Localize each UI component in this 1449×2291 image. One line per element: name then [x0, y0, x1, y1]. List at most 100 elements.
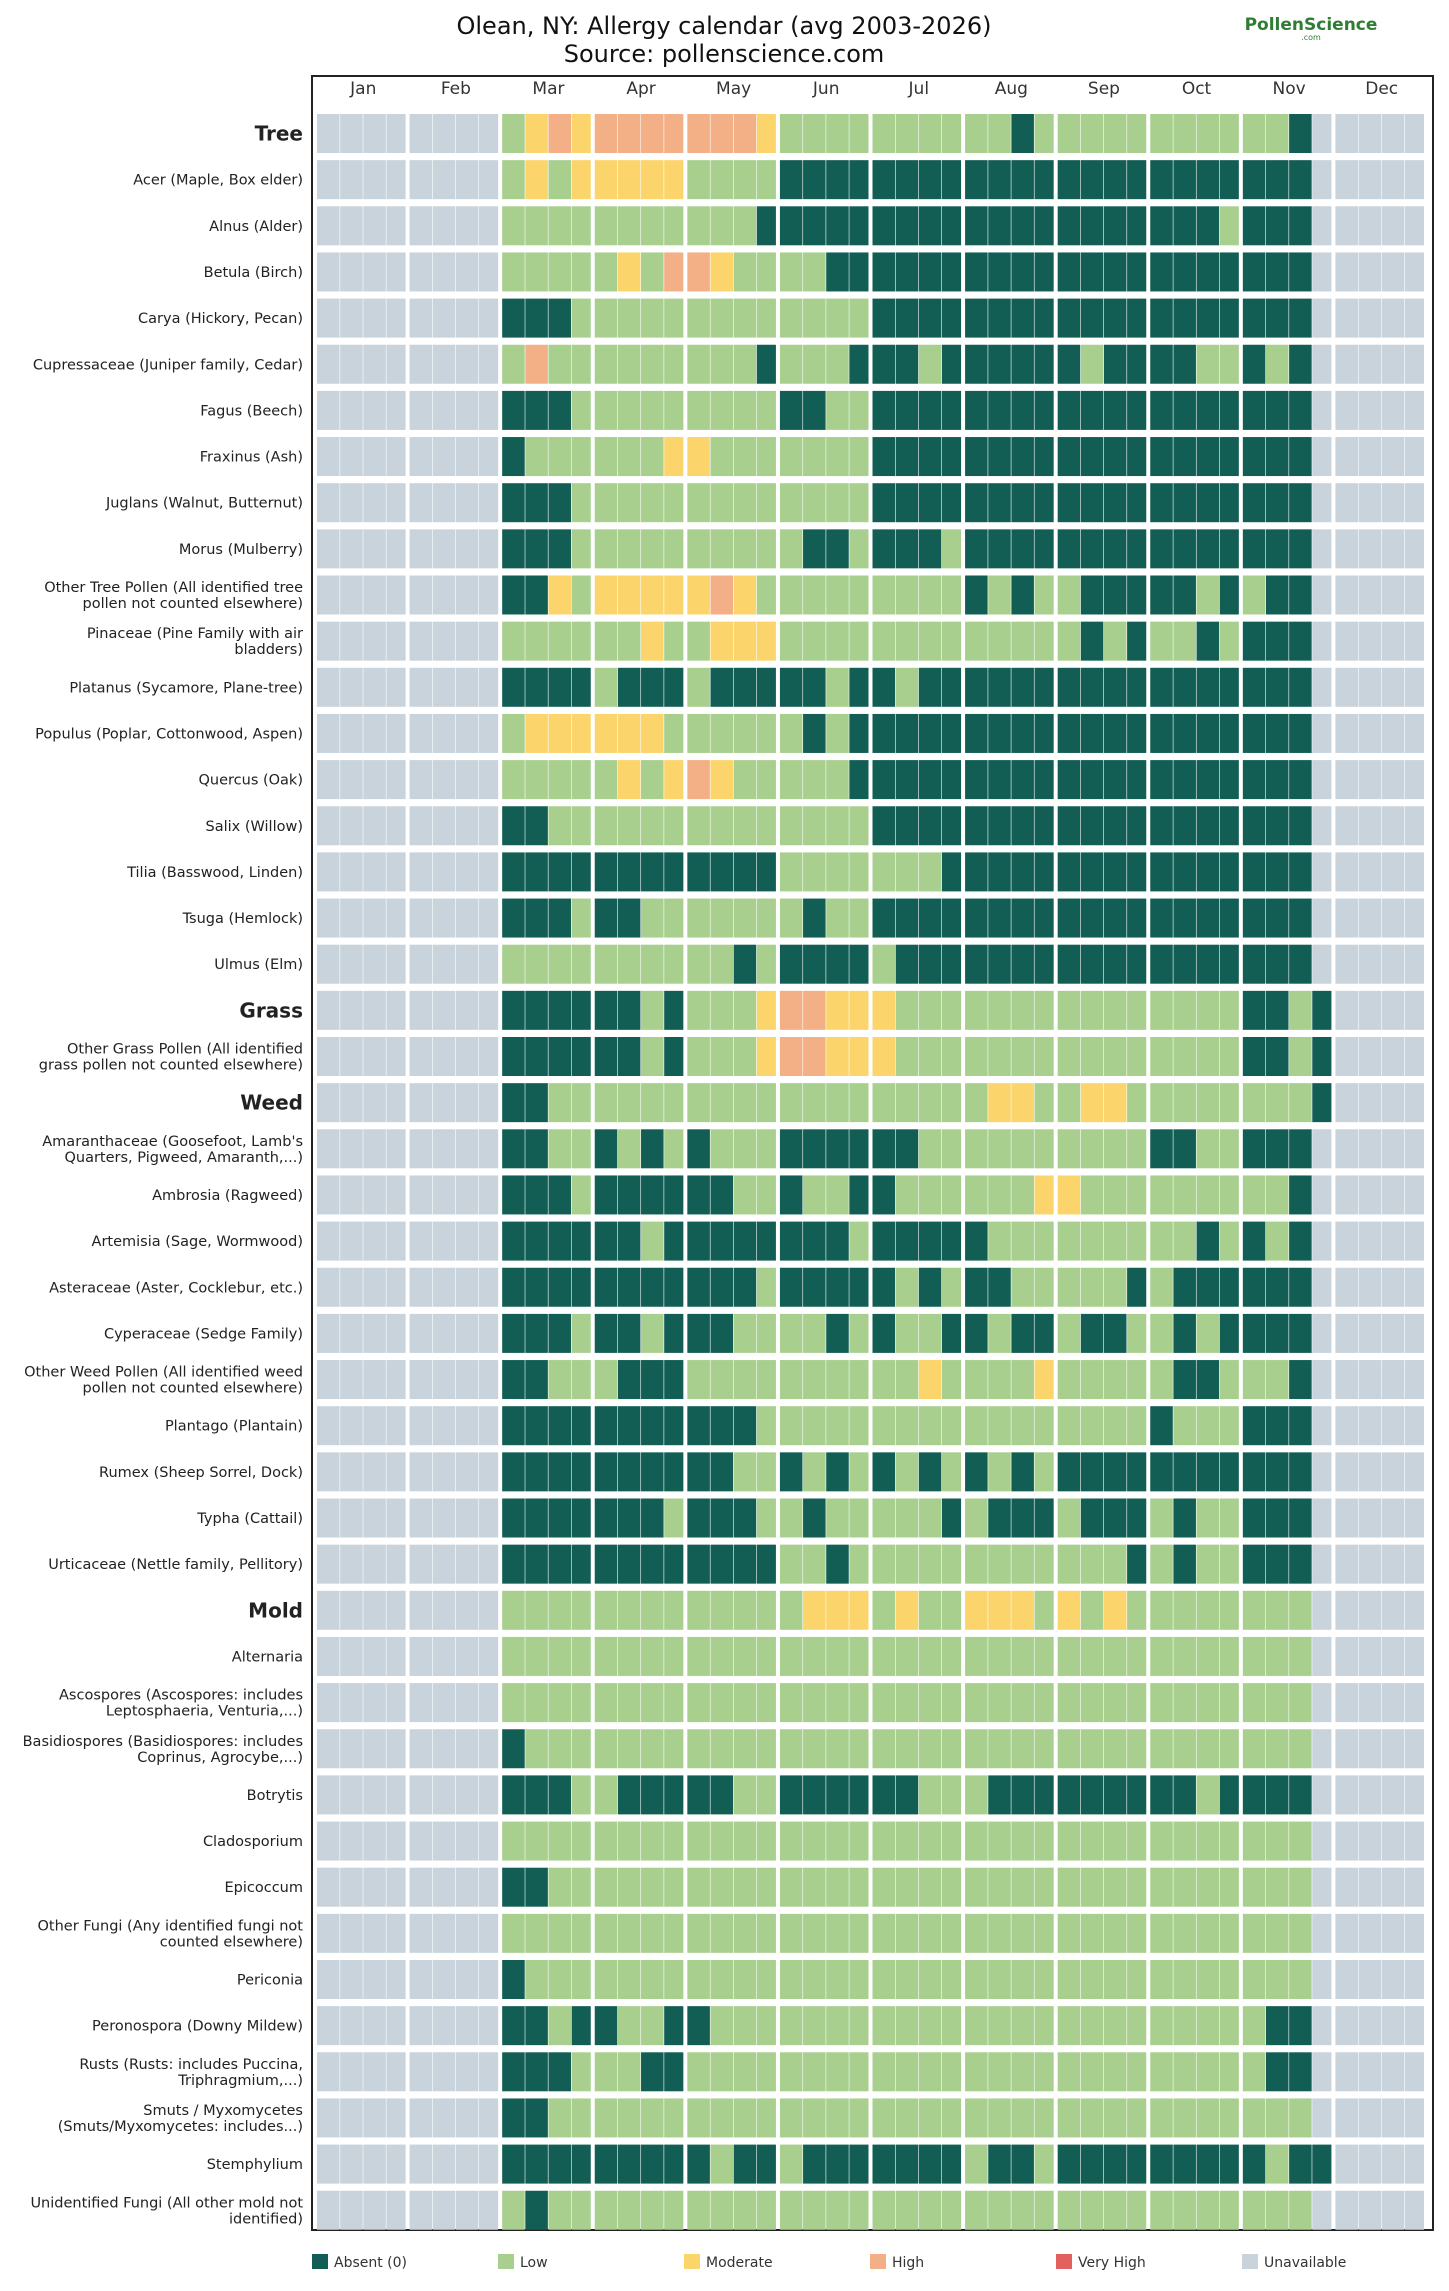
- cell-other-weed-pollen-all-identified-weed-pollen-not-counted-elsewhere-w21: [779, 1360, 803, 1400]
- cell-grass-w26: [895, 990, 919, 1030]
- cell-peronospora-downy-mildew-w44: [1312, 2006, 1332, 2046]
- cell-ascospores-ascospores-includes-leptosphaeria-venturia-w21: [779, 1683, 803, 1723]
- cell-alternaria-w47: [1381, 1636, 1405, 1676]
- cell-peronospora-downy-mildew-w39: [1196, 2006, 1220, 2046]
- cell-typha-cattail-w45: [1335, 1498, 1358, 1538]
- cell-ulmus-elm-w4: [386, 944, 406, 984]
- cell-epicoccum-w33: [1057, 1867, 1081, 1907]
- cell-amaranthaceae-goosefoot-lamb-s-quarters-pigweed-amaranth-w5: [409, 1129, 433, 1169]
- cell-periconia-w1: [317, 1960, 340, 1999]
- cell-alnus-alder-w40: [1219, 206, 1239, 246]
- cell-tilia-basswood-linden-w13: [594, 852, 618, 892]
- cell-cyperaceae-sedge-family-w15: [641, 1313, 664, 1353]
- cell-amaranthaceae-goosefoot-lamb-s-quarters-pigweed-amaranth-w8: [479, 1129, 499, 1169]
- cell-tree-w48: [1404, 114, 1424, 153]
- cell-pinaceae-pine-family-with-air-bladders-w39: [1196, 621, 1220, 661]
- cell-juglans-walnut-butternut-w37: [1150, 483, 1173, 523]
- cell-other-fungi-any-identified-fungi-not-counted-elsewhere-w45: [1335, 1913, 1358, 1953]
- cell-rusts-rusts-includes-puccina-triphragmium-w13: [594, 2052, 618, 2092]
- cell-morus-mulberry-w7: [455, 529, 479, 569]
- cell-grass-w38: [1173, 990, 1196, 1030]
- cell-alnus-alder-w4: [386, 206, 406, 246]
- cell-ambrosia-ragweed-w18: [710, 1175, 734, 1215]
- cell-alnus-alder-w30: [988, 206, 1011, 246]
- cell-mold-w14: [617, 1590, 641, 1630]
- cell-tree-w45: [1335, 114, 1358, 153]
- cell-tsuga-hemlock-w9: [502, 898, 525, 938]
- cell-alternaria-w26: [895, 1636, 919, 1676]
- cell-rumex-sheep-sorrel-dock-w40: [1219, 1452, 1239, 1492]
- cell-artemisia-sage-wormwood-w7: [455, 1221, 479, 1261]
- cell-salix-willow-w6: [432, 806, 456, 846]
- cell-urticaceae-nettle-family-pellitory-w36: [1127, 1544, 1147, 1584]
- cell-artemisia-sage-wormwood-w18: [710, 1221, 734, 1261]
- cell-pinaceae-pine-family-with-air-bladders-w7: [455, 621, 479, 661]
- cell-cyperaceae-sedge-family-w13: [594, 1313, 618, 1353]
- cell-cyperaceae-sedge-family-w29: [965, 1313, 988, 1353]
- cell-periconia-w33: [1057, 1960, 1081, 1999]
- cell-cladosporium-w47: [1381, 1821, 1405, 1861]
- cell-tsuga-hemlock-w31: [1011, 898, 1034, 938]
- cell-periconia-w27: [918, 1960, 942, 1999]
- cell-rumex-sheep-sorrel-dock-w11: [548, 1452, 572, 1492]
- cell-stemphylium-w32: [1034, 2144, 1054, 2184]
- cell-typha-cattail-w12: [571, 1498, 591, 1538]
- cell-typha-cattail-w17: [687, 1498, 710, 1538]
- cell-urticaceae-nettle-family-pellitory-w24: [849, 1544, 869, 1584]
- cell-plantago-plantain-w41: [1242, 1406, 1266, 1446]
- cell-other-fungi-any-identified-fungi-not-counted-elsewhere-w9: [502, 1913, 525, 1953]
- cell-stemphylium-w34: [1080, 2144, 1104, 2184]
- cell-populus-poplar-cottonwood-aspen-w10: [525, 713, 548, 753]
- cell-rusts-rusts-includes-puccina-triphragmium-w44: [1312, 2052, 1332, 2092]
- cell-populus-poplar-cottonwood-aspen-w16: [664, 713, 684, 753]
- cell-ulmus-elm-w21: [779, 944, 803, 984]
- cell-grass-w1: [317, 990, 340, 1030]
- cell-plantago-plantain-w34: [1080, 1406, 1104, 1446]
- cell-cladosporium-w46: [1358, 1821, 1382, 1861]
- cell-ascospores-ascospores-includes-leptosphaeria-venturia-w42: [1265, 1683, 1289, 1723]
- cell-platanus-sycamore-plane-tree-w19: [733, 667, 757, 707]
- cell-ambrosia-ragweed-w46: [1358, 1175, 1382, 1215]
- cell-acer-maple-box-elder-w39: [1196, 160, 1220, 200]
- cell-populus-poplar-cottonwood-aspen-w45: [1335, 713, 1358, 753]
- cell-grass-w43: [1289, 990, 1312, 1030]
- cell-juglans-walnut-butternut-w16: [664, 483, 684, 523]
- cell-other-grass-pollen-all-identified-grass-pollen-not-counted-elsewhere-w3: [363, 1037, 386, 1076]
- month-label-jan: Jan: [349, 79, 376, 99]
- cell-grass-w8: [479, 990, 499, 1030]
- cell-cupressaceae-juniper-family-cedar-w34: [1080, 344, 1104, 384]
- cell-acer-maple-box-elder-w4: [386, 160, 406, 200]
- cell-pinaceae-pine-family-with-air-bladders-w25: [872, 621, 896, 661]
- cell-other-weed-pollen-all-identified-weed-pollen-not-counted-elsewhere-w46: [1358, 1360, 1382, 1400]
- cell-unidentified-fungi-all-other-mold-not-identified-w22: [803, 2190, 826, 2230]
- calendar-cells: [317, 114, 1424, 2230]
- cell-quercus-oak-w35: [1103, 760, 1127, 800]
- cell-alnus-alder-w46: [1358, 206, 1382, 246]
- cell-peronospora-downy-mildew-w14: [617, 2006, 641, 2046]
- cell-ascospores-ascospores-includes-leptosphaeria-venturia-w44: [1312, 1683, 1332, 1723]
- cell-plantago-plantain-w19: [733, 1406, 757, 1446]
- cell-cyperaceae-sedge-family-w20: [756, 1313, 776, 1353]
- month-label-jul: Jul: [908, 79, 930, 99]
- cell-other-weed-pollen-all-identified-weed-pollen-not-counted-elsewhere-w13: [594, 1360, 618, 1400]
- cell-alnus-alder-w22: [803, 206, 826, 246]
- cell-quercus-oak-w8: [479, 760, 499, 800]
- cell-typha-cattail-w8: [479, 1498, 499, 1538]
- cell-tree-w43: [1289, 114, 1312, 153]
- legend: Absent (0) Low Moderate High Very High Unavai…: [312, 2254, 1346, 2271]
- cell-tilia-basswood-linden-w8: [479, 852, 499, 892]
- cell-periconia-w42: [1265, 1960, 1289, 1999]
- cell-morus-mulberry-w27: [918, 529, 942, 569]
- cell-urticaceae-nettle-family-pellitory-w31: [1011, 1544, 1034, 1584]
- cell-botrytis-w4: [386, 1775, 406, 1815]
- cell-fagus-beech-w46: [1358, 390, 1382, 430]
- cell-tsuga-hemlock-w27: [918, 898, 942, 938]
- cell-botrytis-w20: [756, 1775, 776, 1815]
- cell-other-grass-pollen-all-identified-grass-pollen-not-counted-elsewhere-w32: [1034, 1037, 1054, 1076]
- cell-other-grass-pollen-all-identified-grass-pollen-not-counted-elsewhere-w40: [1219, 1037, 1239, 1076]
- cell-urticaceae-nettle-family-pellitory-w10: [525, 1544, 548, 1584]
- cell-artemisia-sage-wormwood-w6: [432, 1221, 456, 1261]
- cell-salix-willow-w2: [340, 806, 363, 846]
- cell-cyperaceae-sedge-family-w16: [664, 1313, 684, 1353]
- cell-smuts-myxomycetes-smuts-myxomycetes-includes-w5: [409, 2098, 433, 2138]
